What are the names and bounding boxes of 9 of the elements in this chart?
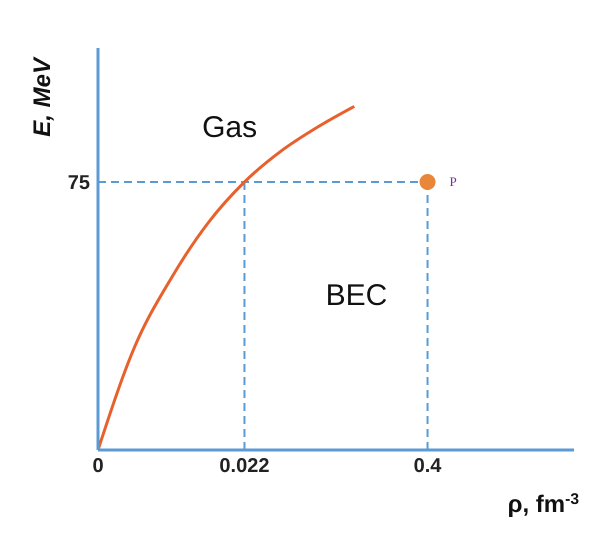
annotation: Gas bbox=[202, 111, 258, 145]
text: 75 bbox=[68, 172, 90, 194]
annotation: P bbox=[450, 174, 457, 189]
x-axis-title: ρ, fm$^{-3}$ bbox=[508, 490, 580, 518]
y-axis-title: E, MeV bbox=[29, 56, 56, 137]
annotation: BEC bbox=[326, 279, 388, 313]
x-tick-label: 0.4 bbox=[414, 455, 442, 478]
x-tick-label: 0 bbox=[92, 455, 104, 478]
x-tick-label: 0.022 bbox=[219, 455, 270, 478]
